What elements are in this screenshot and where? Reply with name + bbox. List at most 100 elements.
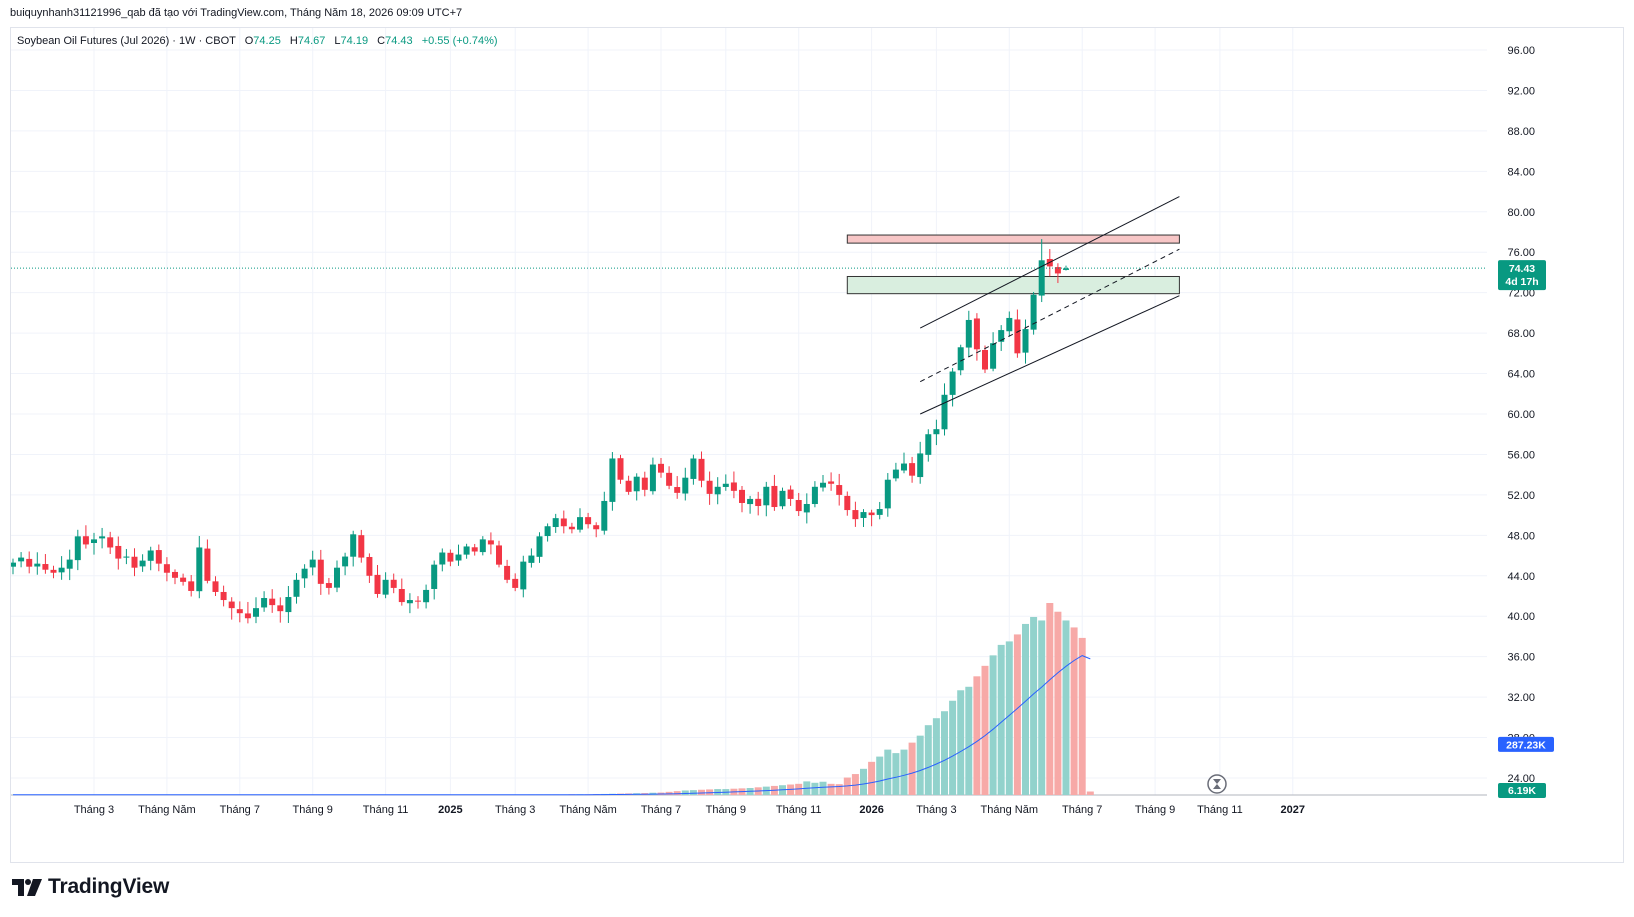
candle-body <box>544 526 551 537</box>
candle-body <box>91 539 97 544</box>
candle-body <box>74 536 81 561</box>
candle-body <box>139 560 146 567</box>
candle-body <box>739 489 745 503</box>
volume-bar <box>835 784 843 795</box>
volume-ma-line <box>13 655 1091 796</box>
price-tick-label: 64.00 <box>1507 369 1535 381</box>
candle-body <box>1054 267 1061 274</box>
channel-lower <box>919 295 1180 415</box>
candle-body <box>50 569 57 573</box>
chart-frame[interactable]: 96.00 92.00 88.00 84.00 80.00 76.00 72.00 68.00… <box>10 27 1624 863</box>
candle-body <box>560 518 567 527</box>
volume-bar <box>681 790 689 795</box>
candle-body <box>666 472 673 486</box>
candle-body <box>269 598 276 606</box>
candle-body <box>625 480 632 492</box>
candle-body <box>293 579 300 597</box>
time-tick-label: Tháng 7 <box>220 804 260 816</box>
candle-body <box>601 500 608 531</box>
candle-body <box>1022 329 1029 353</box>
chart-caption: buiquynhanh31121996_qab đã tạo với Tradi… <box>10 7 463 19</box>
time-tick-label: Tháng 9 <box>1135 804 1175 816</box>
candle-body <box>714 486 721 495</box>
volume-bar <box>1022 623 1029 795</box>
volume-ma-tag-value: 287.23K <box>1506 739 1546 751</box>
candle-body <box>487 540 494 545</box>
time-tick-label: 2027 <box>1281 804 1305 816</box>
volume-bar <box>981 665 989 795</box>
candle-body <box>982 349 988 370</box>
candle-body <box>366 556 373 576</box>
candle-body <box>828 481 835 484</box>
tradingview-logo-text: TradingView <box>48 875 170 898</box>
candle-body <box>609 458 616 502</box>
tradingview-logo[interactable]: TradingView <box>12 875 169 899</box>
candle-body <box>431 564 438 589</box>
time-tick-label: Tháng Năm <box>981 804 1038 816</box>
candle-body <box>123 556 130 558</box>
candle-body <box>876 509 883 515</box>
candle-body <box>212 581 219 592</box>
volume-bar <box>1038 620 1046 795</box>
grid-lines <box>11 28 1487 796</box>
volume-bar <box>795 783 803 795</box>
candle-body <box>325 583 332 588</box>
price-tick-label: 56.00 <box>1507 449 1535 461</box>
price-tick-label: 80.00 <box>1507 207 1535 219</box>
candle-body <box>1030 294 1037 330</box>
time-tick-label: Tháng 9 <box>706 804 746 816</box>
candle-body <box>439 552 446 565</box>
candle-body <box>374 574 381 594</box>
time-tick-label: Tháng 7 <box>641 804 681 816</box>
candle-body <box>787 489 794 499</box>
candle-body <box>965 319 972 348</box>
candle-body <box>188 581 195 591</box>
candle-body <box>342 556 349 567</box>
close-label: C <box>377 35 386 47</box>
time-tick-label: Tháng 9 <box>293 804 333 816</box>
candle-body <box>350 534 357 557</box>
symbol-legend[interactable]: Soybean Oil Futures (Jul 2026) · 1W · CB… <box>17 35 498 47</box>
candle-body <box>803 503 810 513</box>
volume-bar <box>868 761 876 795</box>
candle-body <box>577 517 583 530</box>
candle-body <box>763 486 770 506</box>
volume-bar <box>689 790 697 795</box>
candle-body <box>811 486 818 505</box>
candle-body <box>42 564 49 570</box>
candle-body <box>82 536 89 545</box>
price-tick-label: 72.00 <box>1507 288 1535 300</box>
price-chart[interactable]: 96.00 92.00 88.00 84.00 80.00 76.00 72.00 68.00… <box>11 28 1625 864</box>
volume-bar <box>1046 603 1054 795</box>
price-tick-label: 32.00 <box>1507 692 1535 704</box>
candle-body <box>196 547 203 592</box>
support-zone <box>846 275 1180 295</box>
candle-body <box>925 434 932 455</box>
candle-body <box>406 600 413 604</box>
price-tick-label: 92.00 <box>1507 85 1535 97</box>
time-tick-label: 2026 <box>859 804 883 816</box>
volume-bar <box>900 749 908 795</box>
candle-body <box>1014 319 1021 354</box>
candle-body <box>423 589 430 603</box>
time-tick-label: Tháng 3 <box>495 804 535 816</box>
volume-bar <box>1062 620 1070 795</box>
candle-body <box>682 477 689 494</box>
candle-body <box>593 525 600 530</box>
candle-body <box>309 559 316 568</box>
volume-ma-tag <box>1498 736 1554 752</box>
price-tick-label: 36.00 <box>1507 652 1535 664</box>
candle-body <box>66 559 73 569</box>
volume-tag-value: 6.19K <box>1508 785 1536 797</box>
price-axis: 96.00 92.00 88.00 84.00 80.00 76.00 72.00 68.00… <box>1507 45 1535 785</box>
candle-body <box>285 597 292 613</box>
time-tick-label: Tháng 3 <box>74 804 114 816</box>
time-tick-label: Tháng Năm <box>138 804 195 816</box>
price-tick-label: 24.00 <box>1507 773 1535 785</box>
candle-body <box>884 479 891 509</box>
low-label: L <box>334 35 341 47</box>
hourglass-icon-glyph <box>1213 779 1221 789</box>
candle-body <box>244 613 251 619</box>
symbol-title: Soybean Oil Futures (Jul 2026) · 1W · CB… <box>17 35 236 47</box>
candle-body <box>690 458 697 479</box>
